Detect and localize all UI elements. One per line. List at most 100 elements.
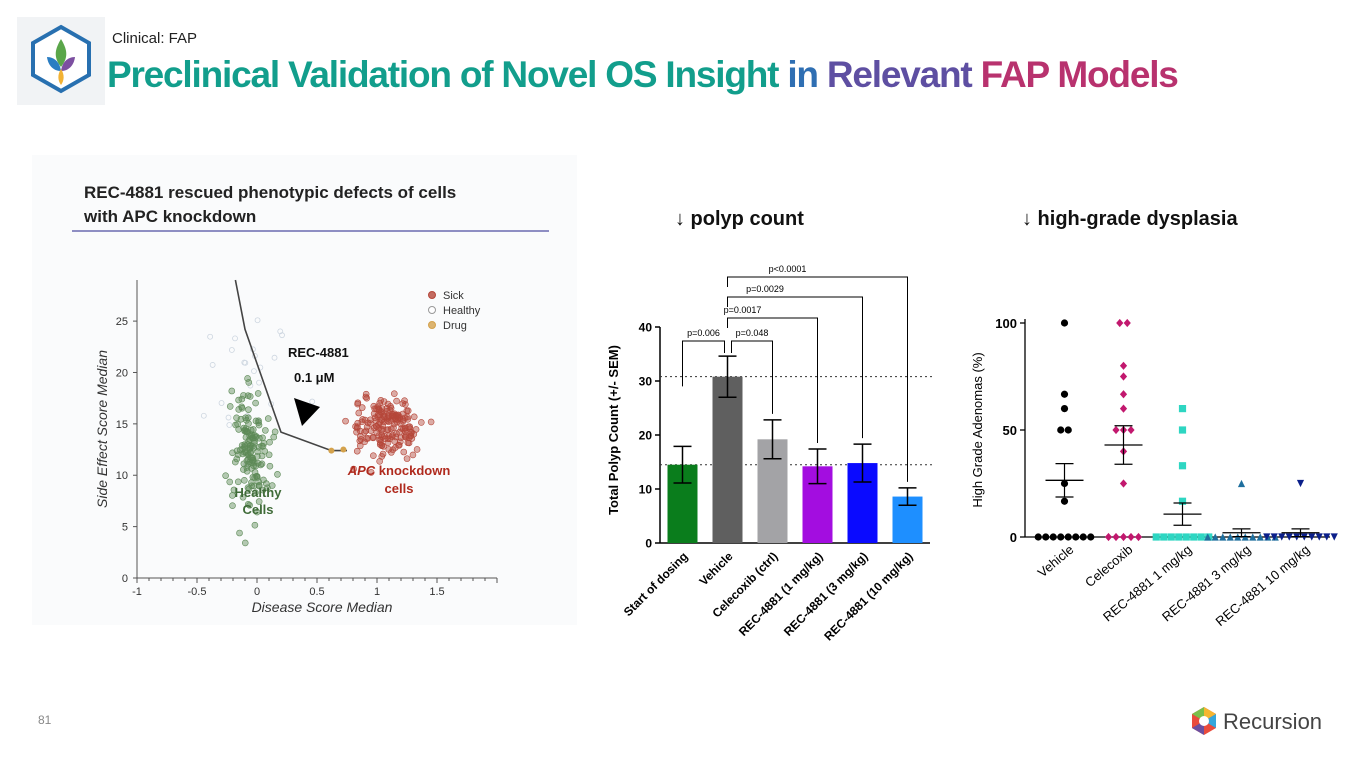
drug-point — [340, 446, 347, 453]
sick-point — [390, 411, 397, 419]
title-part-2: Relevant — [826, 54, 981, 95]
sick-point — [370, 452, 377, 459]
data-point — [1042, 533, 1050, 541]
sick-point — [403, 407, 411, 415]
background-point — [200, 412, 207, 419]
sick-point — [370, 410, 378, 417]
healthy-point — [245, 437, 252, 445]
page-number: 81 — [38, 713, 52, 727]
healthy-point — [248, 479, 255, 486]
label-apc-cells: cells — [385, 481, 414, 496]
x-tick-label: Start of dosing — [621, 549, 691, 619]
data-point — [1296, 479, 1305, 488]
healthy-point — [244, 414, 252, 422]
healthy-point — [229, 492, 236, 499]
data-point — [1323, 533, 1331, 541]
p-value-label: p=0.0017 — [724, 305, 762, 315]
y-axis-label: Total Polyp Count (+/- SEM) — [606, 345, 621, 515]
data-point — [1123, 318, 1131, 328]
y-tick-label: 30 — [639, 375, 653, 389]
healthy-point — [262, 427, 269, 434]
y-tick-label: 20 — [639, 429, 653, 443]
sick-point — [375, 425, 383, 432]
healthy-point — [261, 447, 269, 455]
background-point — [309, 398, 316, 405]
background-point — [225, 414, 232, 421]
healthy-point — [270, 433, 278, 441]
healthy-point — [251, 521, 259, 529]
x-tick-label: REC-4881 (3 mg/kg) — [781, 549, 871, 639]
data-point — [1226, 533, 1234, 541]
sick-point — [393, 418, 401, 426]
x-axis-label: Disease Score Median — [252, 599, 393, 615]
data-point — [1079, 533, 1087, 541]
data-point — [1285, 533, 1293, 541]
healthy-point — [244, 484, 252, 492]
label-apc-knockdown-word: knockdown — [375, 463, 450, 478]
healthy-point — [244, 392, 252, 399]
y-tick-label: 5 — [122, 522, 128, 534]
annotation-drug-name: REC-4881 — [288, 345, 349, 360]
healthy-point — [236, 529, 243, 537]
sick-point — [400, 425, 407, 433]
data-point — [1112, 532, 1120, 542]
background-point — [207, 333, 214, 340]
legend-marker — [428, 321, 436, 329]
sick-point — [387, 402, 394, 410]
healthy-point — [251, 439, 258, 447]
background-point — [209, 362, 216, 368]
healthy-point — [226, 403, 234, 410]
polyp-count-chart: ↓ polyp count 0 10 20 30 40 Total Polyp Count… — [606, 208, 935, 644]
data-point — [1119, 361, 1128, 370]
p-value-label: p=0.0029 — [746, 284, 784, 294]
rescue-arrow-icon — [294, 398, 320, 426]
sick-point — [369, 434, 377, 442]
healthy-point — [257, 461, 265, 469]
x-tick-label: Vehicle — [1035, 542, 1077, 580]
data-point — [1057, 426, 1065, 434]
sick-point — [393, 430, 400, 437]
label-apc-gene: APC — [347, 463, 376, 478]
data-point — [1211, 533, 1219, 541]
sick-point — [380, 398, 388, 405]
y-tick-label: 40 — [639, 321, 653, 335]
data-point — [1116, 318, 1124, 328]
sick-point — [358, 404, 366, 411]
healthy-point — [226, 478, 234, 486]
healthy-point — [253, 508, 261, 516]
data-point — [1064, 533, 1072, 541]
healthy-point — [258, 442, 265, 450]
data-point — [1152, 533, 1160, 541]
data-point — [1178, 462, 1187, 470]
y-axis-label: Side Effect Score Median — [94, 350, 110, 508]
sick-point — [361, 416, 369, 424]
healthy-point — [265, 451, 273, 459]
healthy-point — [233, 455, 241, 463]
y-tick-label: 20 — [116, 367, 128, 379]
background-point — [244, 413, 251, 419]
sick-point — [427, 418, 435, 426]
background-point — [279, 332, 285, 339]
sick-point — [384, 400, 392, 408]
p-value-label: p<0.0001 — [769, 264, 807, 274]
title-part-3: FAP Models — [980, 54, 1179, 95]
x-tick-label: Vehicle — [696, 549, 735, 588]
x-tick-label: 1.5 — [429, 586, 444, 598]
healthy-point — [222, 472, 229, 479]
healthy-point — [250, 462, 258, 470]
p-value-label: p=0.006 — [687, 328, 720, 338]
sick-point — [390, 424, 397, 432]
phenotype-scatter-panel: REC-4881 rescued phenotypic defects of c… — [32, 155, 577, 625]
data-point — [1178, 497, 1187, 505]
sick-point — [377, 439, 384, 447]
healthy-point — [260, 476, 267, 484]
title-part-0: Preclinical Validation of Novel OS Insig… — [107, 54, 788, 95]
y-axis-label: High Grade Adenomas (%) — [970, 352, 985, 507]
page-title: Preclinical Validation of Novel OS Insig… — [107, 54, 1179, 96]
healthy-point — [246, 432, 253, 439]
sick-point — [410, 413, 418, 421]
sick-point — [407, 429, 415, 436]
sick-point — [367, 420, 374, 427]
sick-point — [367, 416, 374, 424]
label-healthy-cells-1: Healthy — [235, 485, 283, 500]
